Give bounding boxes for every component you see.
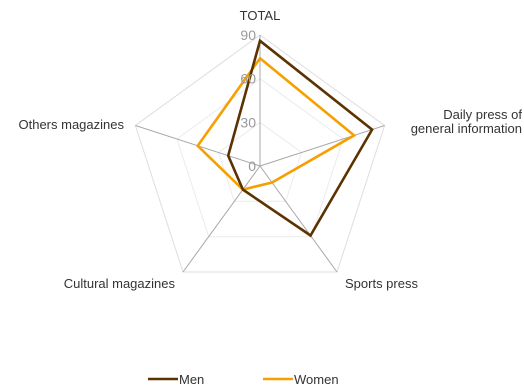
series-men-line [226,38,374,238]
category-label: Daily press of general information [411,107,523,136]
radial-tick-label: 60 [240,71,256,87]
legend: Men Women [148,372,339,386]
legend-label-women: Women [294,372,339,386]
radial-tick-label: 90 [240,27,256,43]
series-women-line [195,56,357,192]
radial-tick-labels: 0 30 60 90 [240,27,256,174]
radial-tick-label: 30 [240,114,256,130]
axis-spoke-1 [259,125,385,167]
axis-spoke-3 [182,165,261,273]
category-label: Sports press [345,276,418,291]
category-label: Others magazines [19,117,125,132]
grid-ring-90 [134,34,386,273]
radar-series [195,38,374,238]
legend-label-men: Men [179,372,204,386]
category-label: TOTAL [240,8,281,23]
radial-tick-label: 0 [248,158,256,174]
axis-spoke-2 [259,165,338,273]
category-labels: TOTAL Daily press of general information Sp… [19,8,523,291]
category-label: Cultural magazines [64,276,176,291]
grid-ring-60 [176,78,344,238]
